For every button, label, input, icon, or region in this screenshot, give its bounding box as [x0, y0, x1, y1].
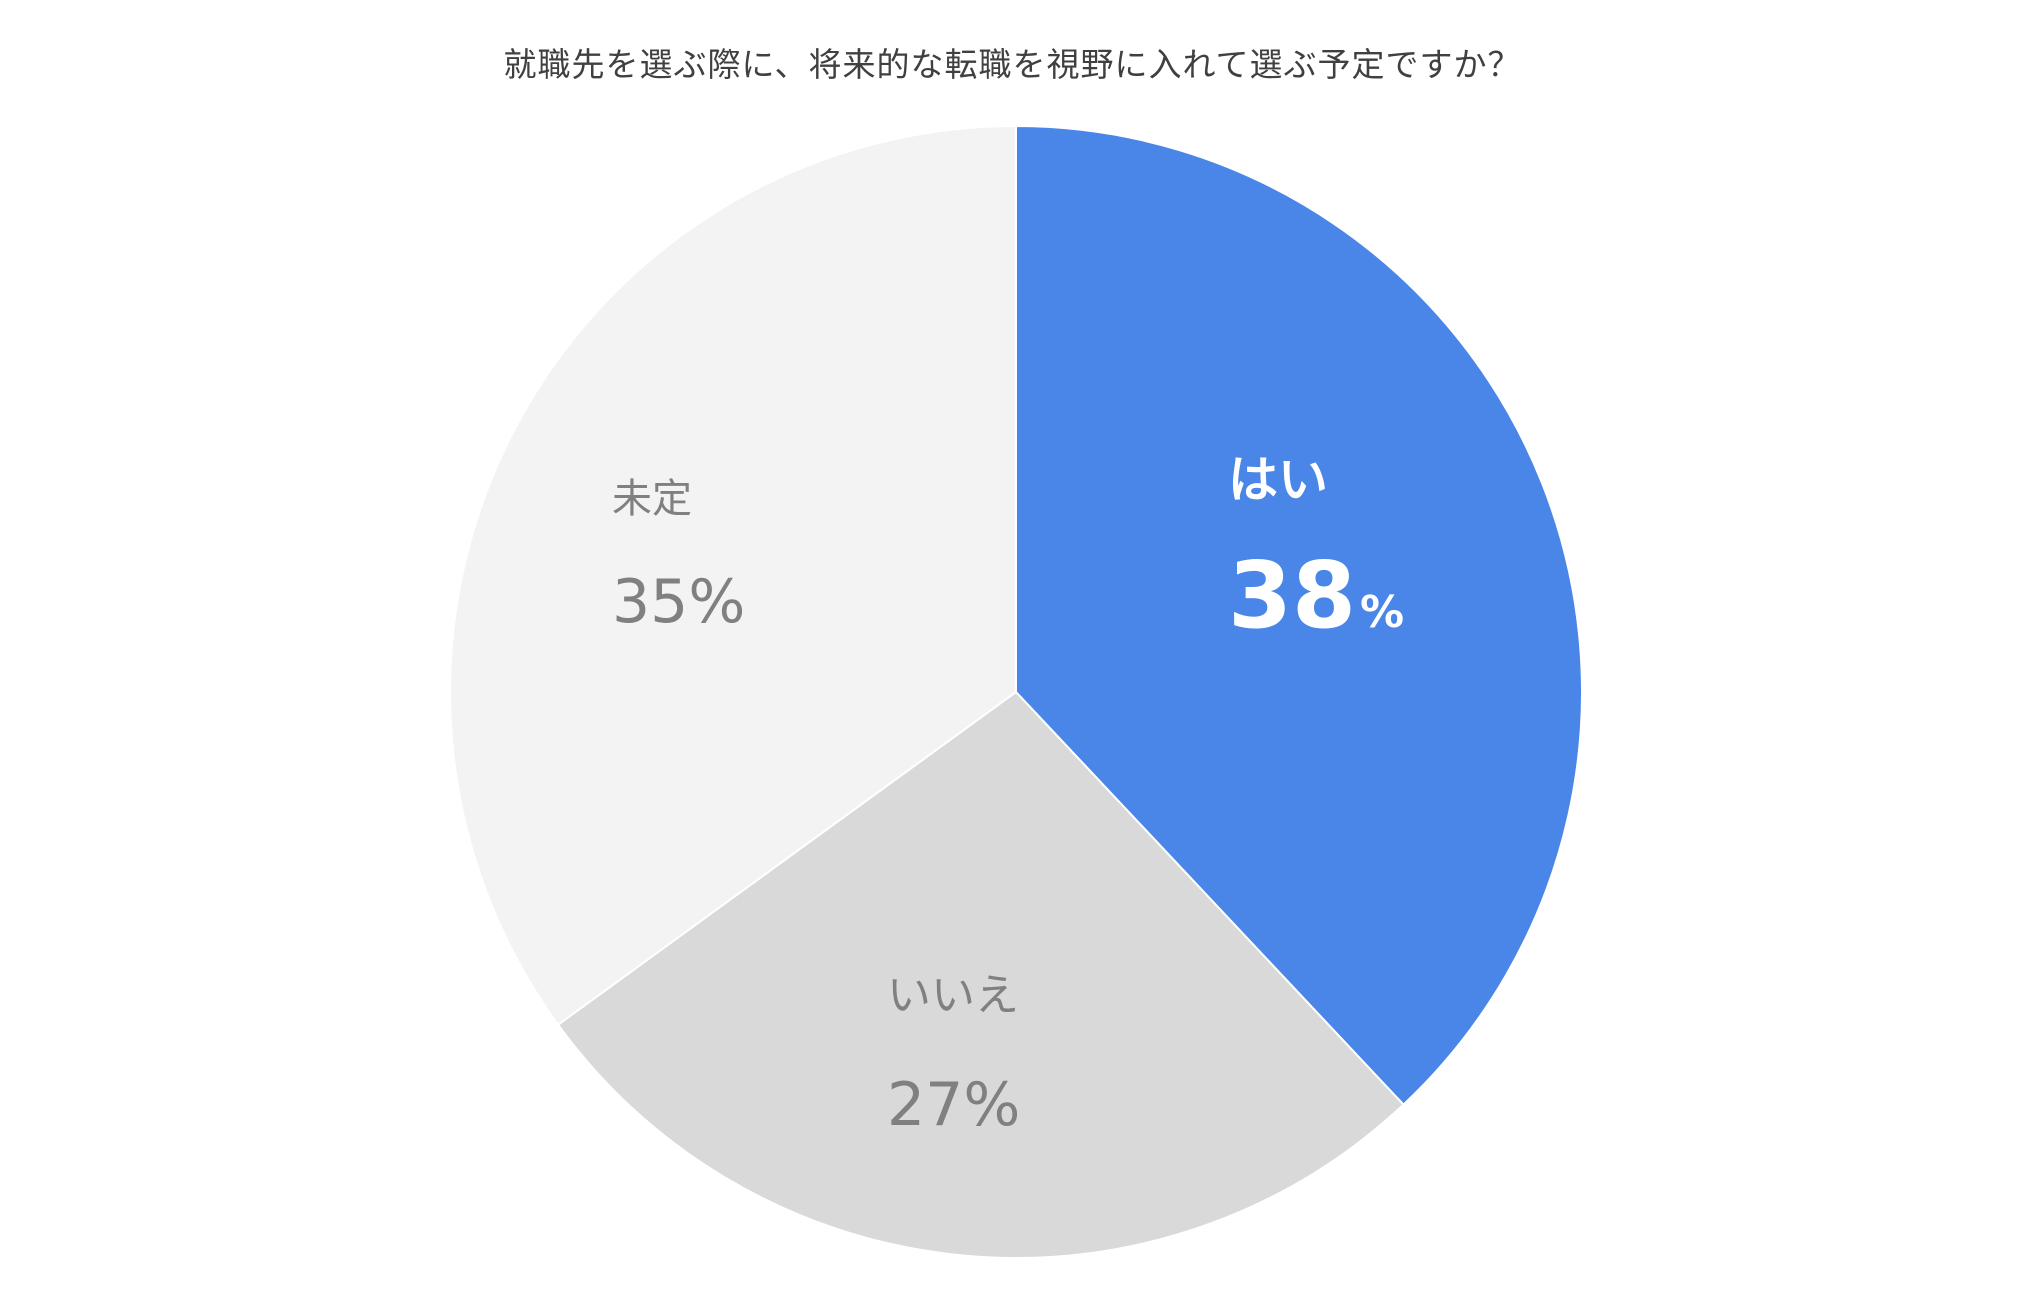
pie-slice-3 [448, 124, 1017, 1027]
pie-labels: はい 38% いいえ 27% 未定 35% [612, 451, 1404, 1140]
slice-label-1: はい [1228, 451, 1328, 509]
slice-label-3: 未定 [612, 476, 692, 522]
slice-value-3: 35% [612, 567, 745, 637]
pie-slice-2 [556, 690, 1405, 1259]
slice-value-2: 27% [887, 1070, 1020, 1140]
slice-label-2: いいえ [887, 970, 1019, 1021]
pie-slices [448, 124, 1583, 1259]
pie-slice-1 [1015, 124, 1583, 1107]
slice-unit-1: % [1360, 587, 1404, 638]
chart-title: 就職先を選ぶ際に、将来的な転職を視野に入れて選ぶ予定ですか？ [503, 45, 1522, 84]
slice-value-1: 38% [1228, 542, 1404, 649]
